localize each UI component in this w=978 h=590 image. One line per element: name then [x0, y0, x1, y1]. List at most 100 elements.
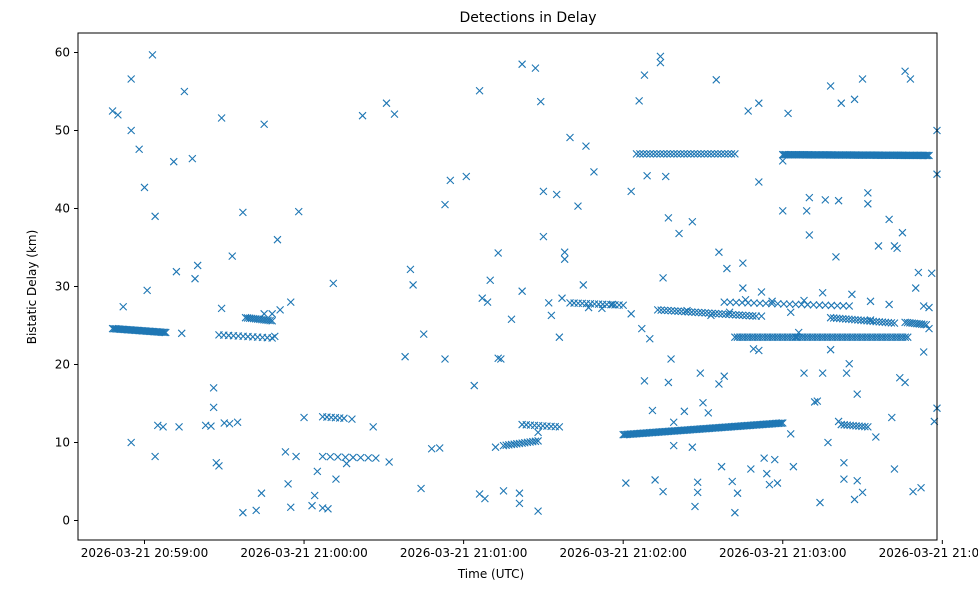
- data-point-x-marker: [160, 328, 169, 337]
- data-point-x-marker: [161, 328, 170, 337]
- data-point-x-marker: [656, 150, 665, 158]
- data-point-x-marker: [340, 414, 348, 423]
- data-point-x-marker: [887, 413, 896, 422]
- data-point-x-marker: [566, 133, 574, 142]
- data-point-x-marker: [826, 82, 835, 90]
- data-point-x-marker: [824, 438, 832, 447]
- data-point-x-marker: [675, 229, 683, 238]
- data-point-x-marker: [848, 290, 856, 299]
- x-tick-label: 2026-03-21 21:01:00: [400, 546, 527, 560]
- data-point-x-marker: [169, 157, 178, 166]
- data-point-x-marker: [639, 150, 648, 158]
- data-point-x-marker: [775, 419, 784, 428]
- data-point-x-marker: [326, 452, 335, 461]
- y-tick-label: 40: [55, 202, 70, 216]
- data-point-x-marker: [670, 307, 679, 315]
- data-point-x-marker: [826, 313, 835, 322]
- data-point-x-marker: [785, 300, 794, 309]
- data-point-x-marker: [217, 114, 226, 122]
- data-point-x-marker: [701, 309, 710, 317]
- data-point-x-marker: [848, 315, 856, 324]
- data-point-x-marker: [518, 287, 527, 296]
- data-point-x-marker: [649, 150, 658, 158]
- data-point-x-marker: [715, 248, 723, 257]
- data-point-x-marker: [853, 476, 862, 485]
- data-point-x-marker: [544, 298, 553, 307]
- data-point-x-marker: [308, 501, 316, 510]
- data-point-x-marker: [669, 150, 678, 158]
- data-point-x-marker: [680, 407, 689, 416]
- y-tick-label: 30: [55, 280, 70, 294]
- data-point-x-marker: [560, 255, 569, 264]
- data-point-x-marker: [925, 303, 933, 312]
- data-point-x-marker: [342, 459, 351, 468]
- data-point-x-marker: [760, 454, 769, 462]
- x-tick-label: 2026-03-21 21:03:00: [719, 546, 846, 560]
- data-point-x-marker: [885, 215, 894, 224]
- data-point-x-marker: [534, 437, 542, 445]
- data-point-x-marker: [435, 444, 444, 452]
- data-point-x-marker: [507, 315, 516, 324]
- data-point-x-marker: [539, 232, 548, 241]
- data-point-x-marker: [276, 306, 285, 314]
- data-point-x-marker: [909, 487, 917, 496]
- data-point-x-marker: [534, 428, 542, 437]
- data-point-x-marker: [286, 298, 295, 306]
- data-point-x-marker: [294, 207, 303, 216]
- data-point-x-marker: [832, 314, 841, 323]
- data-point-x-marker: [871, 433, 880, 441]
- data-point-x-marker: [816, 498, 824, 507]
- data-point-x-marker: [207, 422, 215, 431]
- data-point-x-marker: [872, 317, 881, 326]
- data-point-x-marker: [135, 145, 144, 154]
- data-point-x-marker: [750, 299, 758, 307]
- data-point-x-marker: [922, 320, 931, 329]
- data-point-x-marker: [653, 306, 662, 314]
- data-point-x-marker: [552, 190, 561, 199]
- data-point-x-marker: [723, 264, 731, 273]
- data-point-x-marker: [664, 306, 672, 315]
- data-point-x-marker: [667, 355, 675, 363]
- data-point-x-marker: [884, 318, 893, 327]
- data-point-x-marker: [901, 378, 909, 387]
- data-point-x-marker: [746, 465, 755, 473]
- data-point-x-marker: [683, 306, 691, 315]
- data-point-x-marker: [874, 242, 883, 250]
- data-point-x-marker: [349, 453, 357, 462]
- y-axis-label: Bistatic Delay (km): [25, 230, 39, 345]
- data-point-x-marker: [693, 150, 702, 158]
- data-point-x-marker: [906, 75, 915, 83]
- data-point-x-marker: [853, 390, 862, 399]
- data-point-x-marker: [108, 107, 117, 115]
- data-point-x-marker: [188, 154, 197, 163]
- data-point-x-marker: [754, 346, 763, 355]
- data-point-x-marker: [515, 489, 524, 498]
- data-point-x-marker: [730, 508, 739, 517]
- data-point-x-marker: [835, 314, 844, 323]
- data-point-x-marker: [627, 309, 636, 318]
- data-point-x-marker: [863, 189, 872, 197]
- data-point-x-marker: [651, 476, 659, 484]
- data-point-x-marker: [547, 311, 556, 320]
- data-point-x-marker: [180, 87, 189, 96]
- data-point-x-marker: [770, 455, 779, 464]
- data-point-x-marker: [539, 187, 548, 196]
- data-point-x-marker: [791, 300, 800, 309]
- data-point-x-marker: [659, 487, 667, 496]
- data-point-x-marker: [637, 324, 646, 333]
- data-point-x-marker: [813, 397, 822, 406]
- data-point-x-marker: [496, 355, 505, 363]
- data-point-x-marker: [676, 150, 685, 158]
- data-point-x-marker: [754, 178, 763, 186]
- data-point-x-marker: [217, 304, 226, 313]
- data-point-x-marker: [786, 430, 795, 438]
- data-point-x-marker: [794, 328, 803, 337]
- data-point-x-marker: [717, 150, 726, 158]
- data-point-x-marker: [483, 298, 492, 306]
- data-point-x-marker: [209, 403, 218, 412]
- data-point-x-marker: [841, 315, 850, 323]
- data-point-x-marker: [318, 452, 327, 461]
- data-point-x-marker: [898, 228, 907, 237]
- data-point-x-marker: [114, 111, 122, 119]
- data-point-x-marker: [175, 423, 183, 431]
